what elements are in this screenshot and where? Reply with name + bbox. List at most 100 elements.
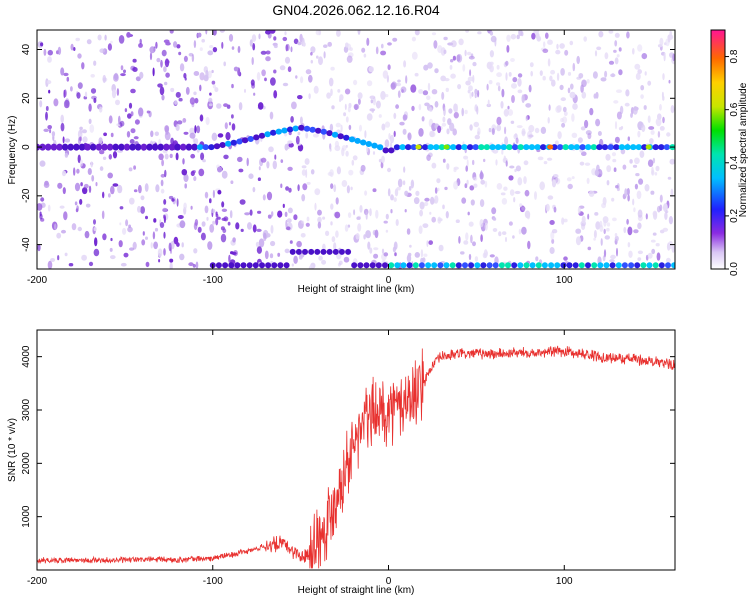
snr-y-tick-label: 3000 <box>21 398 32 421</box>
spectrogram-noise-speckle <box>183 173 189 183</box>
spectrogram-noise-speckle <box>255 241 260 248</box>
spectrogram-ridge-blob <box>399 144 406 151</box>
spectrogram-bottom-blob <box>486 262 493 269</box>
spectrogram-noise-speckle <box>123 69 126 74</box>
spectrogram-noise-speckle <box>634 157 640 165</box>
spectrogram-noise-speckle <box>604 52 609 60</box>
spectrogram-ridge-blob <box>506 144 513 151</box>
spectrogram-noise-speckle <box>466 159 469 167</box>
spectrogram-noise-speckle <box>551 179 557 188</box>
spectrogram-noise-speckle <box>402 128 407 135</box>
spectrogram-noise-speckle <box>119 206 124 210</box>
spectrogram-noise-speckle <box>220 226 225 231</box>
spectrogram-noise-speckle <box>249 39 253 47</box>
spectrogram-noise-speckle <box>263 232 267 242</box>
spectrogram-bottom-blob <box>468 262 475 269</box>
spectrogram-noise-speckle <box>613 100 619 104</box>
spectrogram-noise-speckle <box>228 254 231 263</box>
spectrogram-noise-speckle <box>407 252 412 257</box>
spectrogram-noise-speckle <box>476 106 479 115</box>
spectrogram-noise-speckle <box>397 178 403 188</box>
spectrogram-noise-speckle <box>438 244 444 252</box>
spectrogram-noise-speckle <box>221 208 228 212</box>
spectrogram-noise-speckle <box>576 55 580 65</box>
spectrogram-ridge-blob <box>67 143 74 151</box>
spectrogram-noise-speckle <box>463 155 469 160</box>
spectrogram-noise-speckle <box>374 229 379 239</box>
spectrogram-noise-speckle <box>444 78 450 82</box>
spectrogram-noise-speckle <box>534 191 537 200</box>
spectrogram-noise-speckle <box>403 166 406 173</box>
spectrogram-noise-speckle <box>612 217 617 222</box>
spectrogram-noise-speckle <box>280 183 283 189</box>
spectrogram-noise-speckle <box>227 221 231 226</box>
spectrogram-noise-speckle <box>561 122 566 128</box>
spectrogram-noise-speckle <box>431 216 437 223</box>
spectrogram-bottom-blob <box>529 262 536 269</box>
spectrogram-noise-speckle <box>452 55 456 61</box>
spectrogram-noise-speckle <box>291 263 294 267</box>
spectrogram-noise-speckle <box>317 221 322 229</box>
spectrogram-noise-speckle <box>659 125 665 131</box>
spectrogram-noise-speckle <box>517 89 523 94</box>
spectrogram-noise-speckle <box>194 97 199 104</box>
spectrogram-noise-speckle <box>189 132 196 139</box>
spectrogram-noise-speckle <box>496 124 502 132</box>
spectrogram-noise-speckle <box>182 118 187 123</box>
spectrogram-noise-speckle <box>190 205 193 210</box>
spectrogram-noise-speckle <box>437 187 440 192</box>
spectrogram-noise-speckle <box>422 223 429 229</box>
spectrogram-noise-speckle <box>470 199 475 206</box>
spectrogram-noise-speckle <box>179 220 186 229</box>
spectrogram-noise-speckle <box>338 260 343 265</box>
spectrogram-noise-speckle <box>358 98 361 105</box>
spectrogram-noise-speckle <box>581 151 587 156</box>
spectrogram-noise-speckle <box>455 104 458 113</box>
spectrogram-noise-speckle <box>57 182 63 189</box>
spectrogram-noise-speckle <box>467 51 472 56</box>
spectrogram-noise-speckle <box>312 133 319 138</box>
spectrogram-noise-speckle <box>102 191 105 199</box>
spectrogram-bottom-blob <box>437 262 444 269</box>
spectrogram-noise-speckle <box>295 75 298 79</box>
spectrogram-noise-speckle <box>88 118 92 125</box>
spectrogram-bottom-blob <box>400 262 407 269</box>
spectrogram-noise-speckle <box>575 236 582 246</box>
spectrogram-noise-speckle <box>652 157 656 164</box>
spectrogram-noise-speckle <box>360 164 366 172</box>
spectrogram-noise-speckle <box>469 69 472 77</box>
spectrogram-noise-speckle <box>474 93 477 99</box>
spectrogram-noise-speckle <box>246 157 249 167</box>
spectrogram-noise-speckle <box>423 64 429 71</box>
spectrogram-noise-speckle <box>554 177 561 185</box>
spectrogram-noise-speckle <box>508 72 512 77</box>
spectrogram-noise-speckle <box>89 124 95 133</box>
spectrogram-noise-speckle <box>200 152 205 161</box>
spectrogram-noise-speckle <box>212 30 217 36</box>
spectrogram-noise-speckle <box>632 48 635 55</box>
spectrogram-noise-speckle <box>644 184 650 192</box>
spectrogram-bottom-blob <box>578 262 585 269</box>
spectrogram-noise-speckle <box>264 250 269 260</box>
spectrogram-noise-speckle <box>555 49 561 55</box>
spectrogram-noise-speckle <box>594 169 600 177</box>
spectrogram-noise-speckle <box>664 211 668 220</box>
spectrogram-noise-speckle <box>239 199 246 205</box>
spectrogram-noise-speckle <box>250 79 255 86</box>
spectrogram-bottom-blob <box>271 262 278 269</box>
spectrogram-noise-speckle <box>150 130 154 138</box>
spectrogram-noise-speckle <box>507 105 510 110</box>
spectrogram-noise-speckle <box>217 189 222 195</box>
spectrogram-ridge-blob <box>292 125 299 132</box>
spectrogram-noise-speckle <box>525 115 529 122</box>
spectrogram-noise-speckle <box>163 39 170 44</box>
spectrogram-noise-speckle <box>474 88 478 95</box>
spectrogram-noise-speckle <box>465 30 469 33</box>
spectrogram-noise-speckle <box>164 153 169 160</box>
spectrogram-noise-speckle <box>64 252 68 257</box>
spectrogram-noise-speckle <box>160 179 164 187</box>
spectrogram-noise-speckle <box>393 112 397 119</box>
spectrogram-x-axis-label: Height of straight line (km) <box>298 284 415 295</box>
spectrogram-noise-speckle <box>196 125 201 134</box>
spectrogram-noise-speckle <box>230 180 234 184</box>
